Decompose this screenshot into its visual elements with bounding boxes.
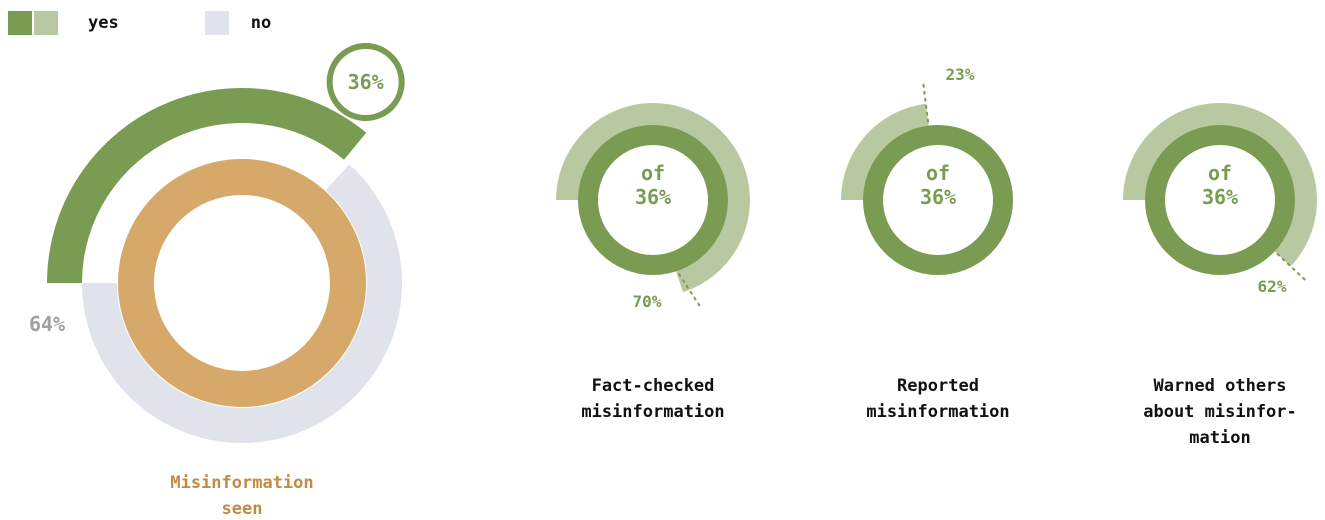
main-title: Misinformation seen [170,473,313,519]
sub-3-base-ring [1145,125,1295,275]
main-yes-label: 36% [348,70,384,94]
sub-3-value-label: 62% [1258,277,1287,296]
sub-2-leader [922,81,930,130]
sub-1-base-ring [578,125,728,275]
main-yes-badge [326,42,405,121]
sub-1-value-label: 70% [633,292,662,311]
sub-3-leader [1271,248,1308,282]
legend-yes-swatch-dark [8,11,32,35]
sub-1-leader [674,267,702,309]
legend: yes no [8,10,271,36]
sub-2-value-label: 23% [946,65,975,84]
sub-2-center-label: of 36% [920,161,956,209]
legend-no-label: no [250,13,272,33]
sub-1-title: Fact-checked misinformation [581,376,724,422]
main-core-ring [118,159,366,407]
legend-no-swatch [204,11,229,35]
main-no-arc [82,164,402,443]
sub-2-base-ring [863,125,1013,275]
sub-3-center-label: of 36% [1202,161,1238,209]
sub-1-center-label: of 36% [635,161,671,209]
legend-yes-label: yes [88,13,119,33]
legend-yes-swatch-light [34,11,58,35]
sub-2-title: Reported misinformation [866,376,1009,422]
main-yes-arc [47,88,367,283]
main-no-label: 64% [29,312,65,336]
sub-3-title: Warned others about misinfor-mation [1143,376,1297,448]
